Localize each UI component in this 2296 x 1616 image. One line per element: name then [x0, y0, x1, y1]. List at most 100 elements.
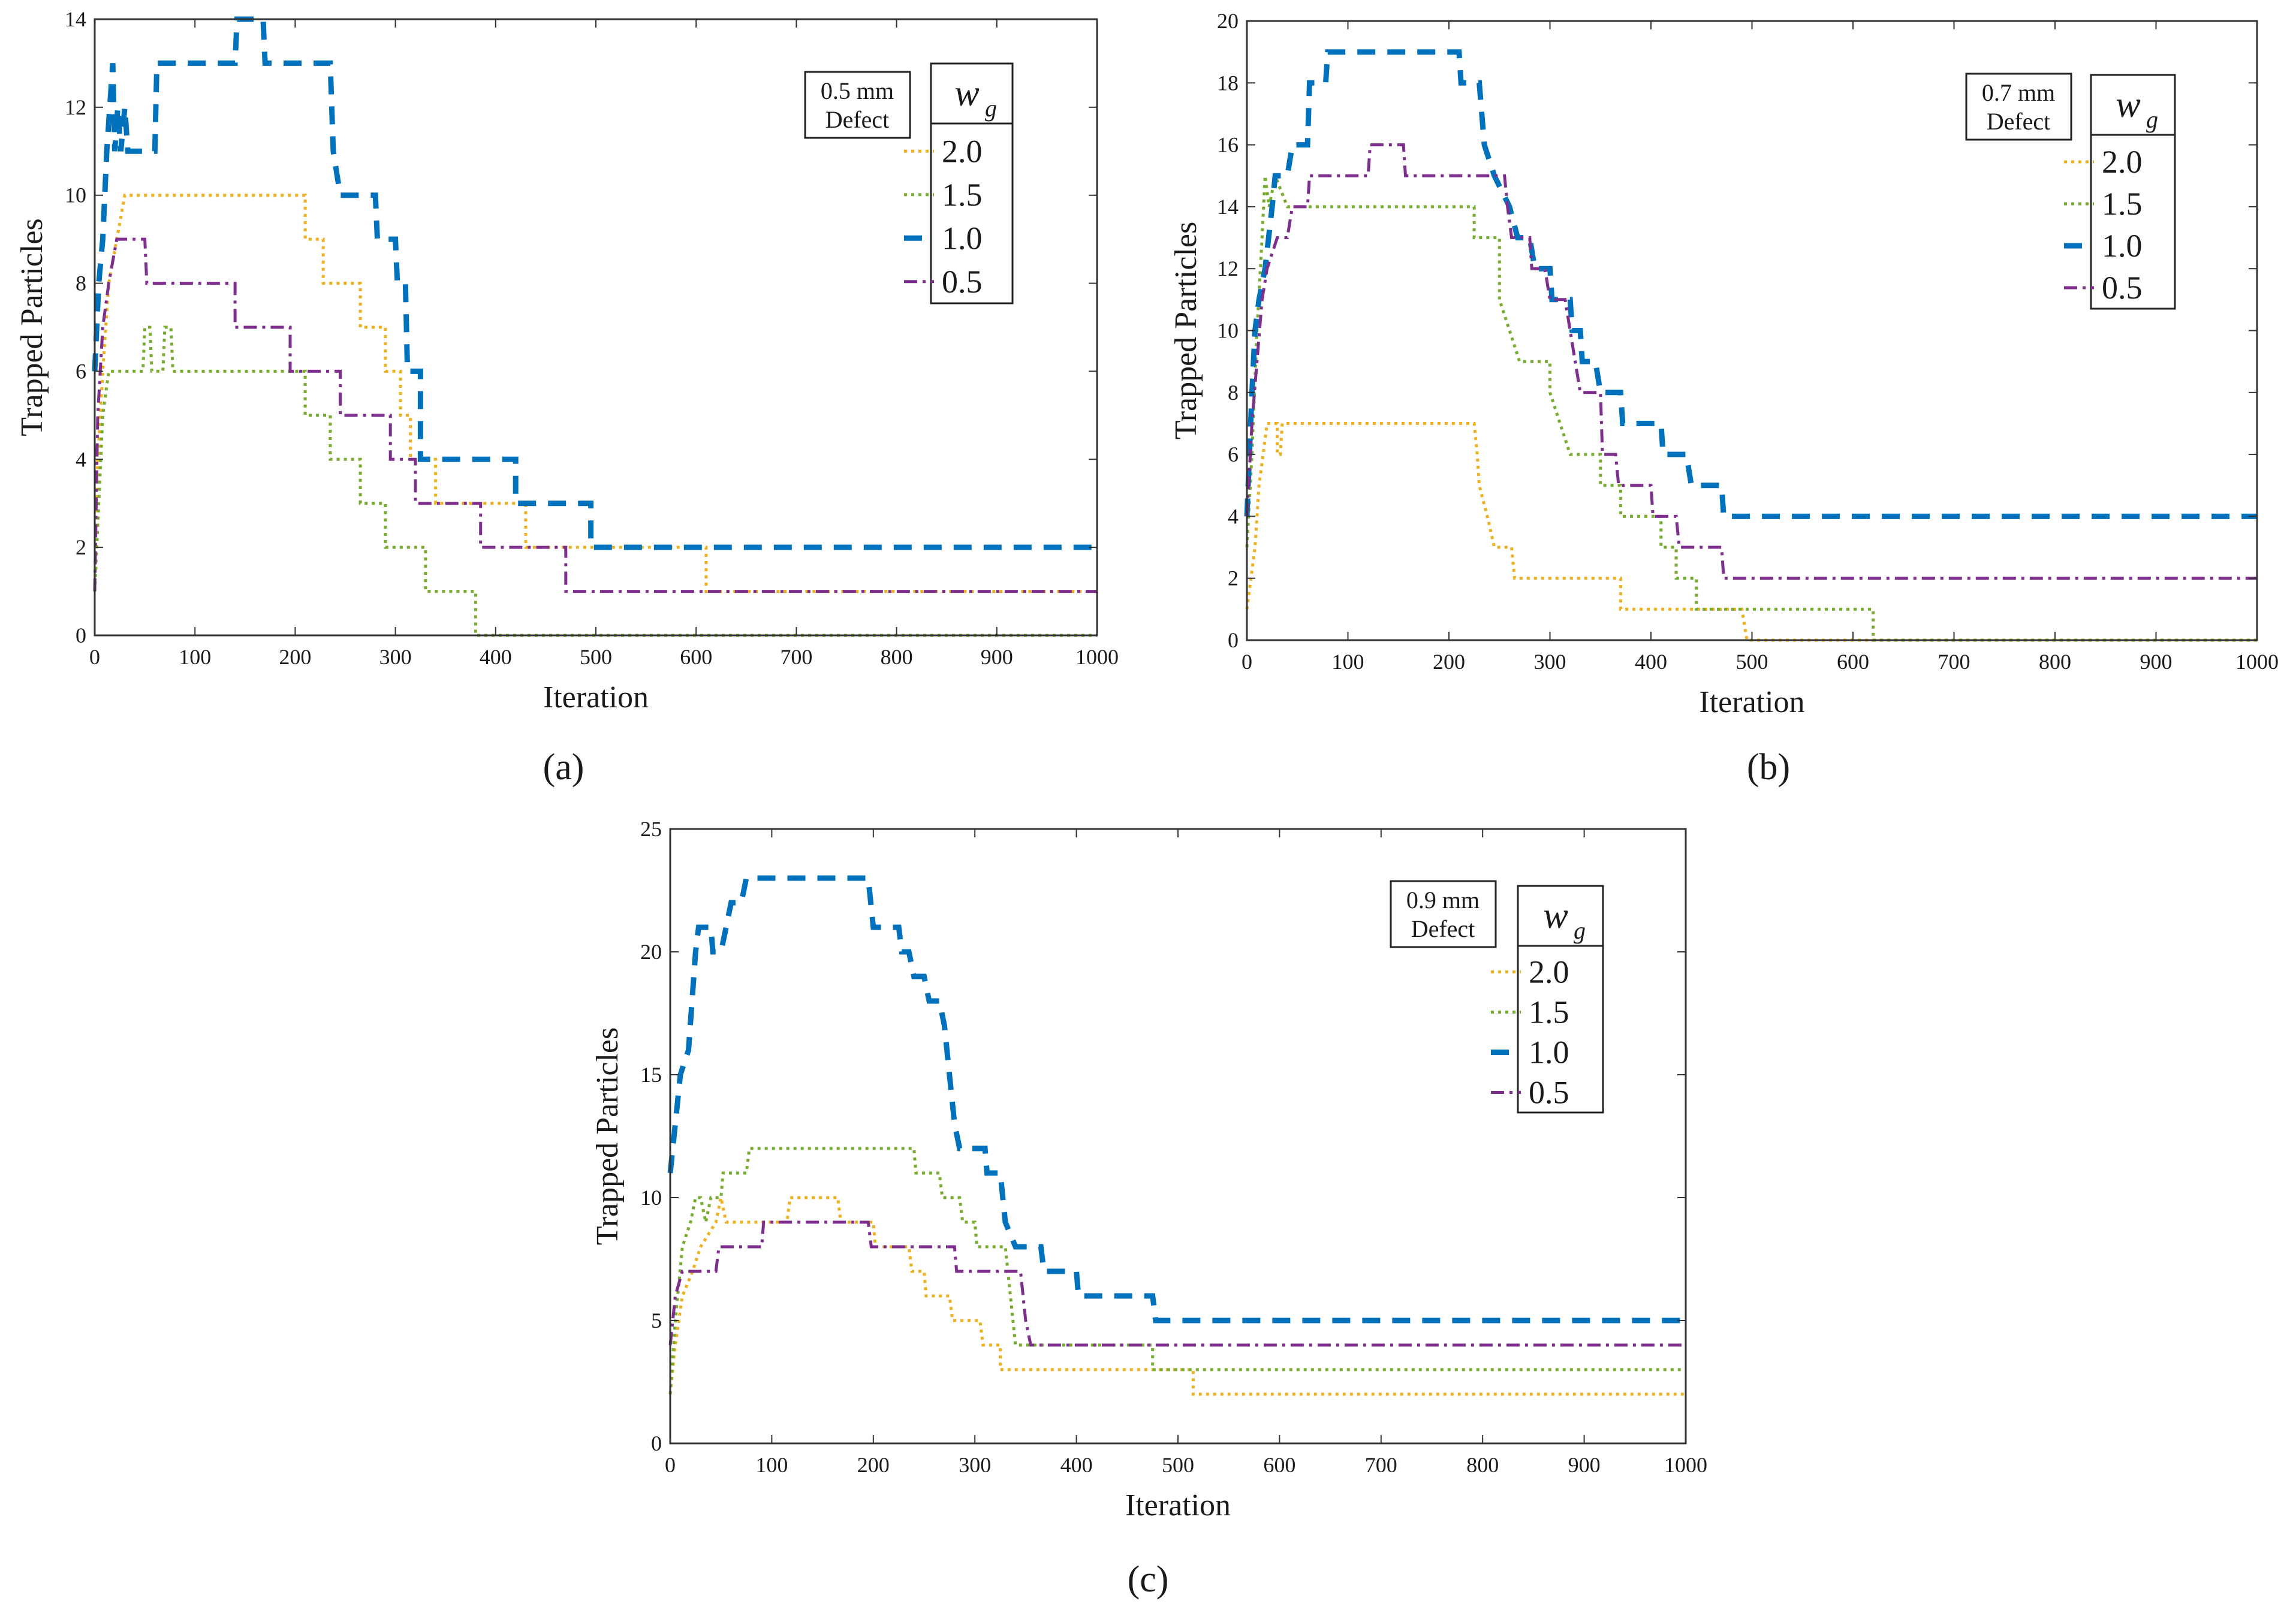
x-tick-label: 400: [1060, 1453, 1093, 1477]
legend-label-2.0: 2.0: [942, 133, 983, 169]
x-tick-label: 300: [379, 645, 412, 669]
legend-label-0.5: 0.5: [2102, 270, 2143, 306]
x-tick-label: 600: [680, 645, 712, 669]
series-line-2.0: [668, 1196, 1686, 1396]
y-tick-label: 12: [1217, 257, 1239, 281]
legend-box: [1517, 885, 1604, 1114]
legend-label-1.5: 1.5: [1529, 994, 1569, 1030]
y-tick-label: 4: [76, 447, 86, 471]
series-line-1.0: [1244, 49, 2257, 519]
series-line-1.5: [93, 325, 1097, 637]
series-line-1.5: [1245, 170, 2257, 642]
y-tick-label: 4: [1228, 504, 1239, 528]
legend-box: [930, 62, 1014, 304]
x-tick-label: 1000: [2235, 650, 2279, 674]
x-tick-label: 800: [1466, 1453, 1499, 1477]
y-tick-label: 14: [65, 7, 86, 31]
series-line-1.0: [92, 16, 1097, 550]
panel-c: 0 100 200 300 400 500 600 700 800 900 1000 0 5 10 15 20…: [590, 817, 1707, 1522]
x-tick-label: 0: [665, 1453, 676, 1477]
x-tick-label: 1000: [1664, 1453, 1707, 1477]
legend-title-subscript: g: [1574, 917, 1586, 944]
y-tick-label: 2: [76, 535, 86, 559]
y-tick-label: 15: [640, 1063, 662, 1087]
plot-area: [95, 19, 1097, 635]
plot-area: [1247, 21, 2257, 640]
legend-title: w: [954, 73, 979, 114]
x-tick-label: 500: [580, 645, 612, 669]
legend-label-1.5: 1.5: [942, 177, 983, 213]
x-axis-label: Iteration: [543, 680, 649, 714]
x-tick-label: 500: [1736, 650, 1768, 674]
y-tick-label: 10: [640, 1186, 662, 1210]
series-line-2.0: [93, 194, 1097, 593]
y-tick-label: 5: [651, 1309, 662, 1332]
y-tick-label: 10: [1217, 319, 1239, 343]
x-tick-label: 1000: [1075, 645, 1119, 669]
panel-a: 0 100 200 300 400 500 600 700 800 900 1000 0 2 4 6 8 10 1…: [15, 7, 1119, 714]
legend-label-1.0: 1.0: [2102, 228, 2143, 264]
x-tick-label: 900: [1568, 1453, 1601, 1477]
y-axis-label: Trapped Particles: [1169, 222, 1203, 439]
legend-title: w: [1543, 896, 1568, 936]
y-tick-label: 16: [1217, 133, 1239, 157]
x-tick-label: 100: [1332, 650, 1364, 674]
defect-size-label: 0.9 mm: [1406, 887, 1480, 913]
y-tick-label: 14: [1217, 195, 1239, 219]
legend-label-2.0: 2.0: [2102, 144, 2143, 180]
plot-area: [670, 829, 1686, 1443]
defect-word-label: Defect: [1987, 108, 2051, 135]
x-tick-label: 700: [780, 645, 812, 669]
x-tick-label: 800: [2039, 650, 2071, 674]
x-tick-label: 200: [1433, 650, 1465, 674]
y-tick-label: 2: [1228, 566, 1239, 590]
defect-word-label: Defect: [1411, 915, 1475, 942]
y-tick-label: 0: [1228, 628, 1239, 652]
x-tick-label: 700: [1365, 1453, 1397, 1477]
x-tick-label: 900: [2140, 650, 2173, 674]
legend-title-subscript: g: [2146, 106, 2158, 133]
x-tick-label: 400: [480, 645, 512, 669]
x-tick-label: 0: [1242, 650, 1252, 674]
legend-label-1.0: 1.0: [942, 220, 983, 256]
y-axis-label: Trapped Particles: [590, 1027, 625, 1245]
series-line-2.0: [1245, 422, 2257, 642]
defect-size-label: 0.7 mm: [1982, 79, 2055, 106]
y-tick-label: 25: [640, 817, 662, 841]
x-tick-label: 100: [179, 645, 211, 669]
x-tick-label: 500: [1162, 1453, 1194, 1477]
x-tick-label: 300: [959, 1453, 991, 1477]
x-tick-label: 400: [1635, 650, 1667, 674]
defect-word-label: Defect: [825, 106, 890, 133]
panel-label-a: (a): [543, 747, 584, 788]
legend-title-subscript: g: [985, 95, 997, 122]
legend-box: [2090, 74, 2176, 310]
y-tick-label: 18: [1217, 71, 1239, 95]
y-axis-label: Trapped Particles: [15, 218, 49, 436]
legend-label-1.0: 1.0: [1529, 1035, 1569, 1071]
series-line-1.0: [667, 875, 1686, 1323]
x-tick-label: 200: [279, 645, 311, 669]
y-tick-label: 8: [76, 272, 86, 296]
x-tick-label: 800: [881, 645, 913, 669]
x-axis-label: Iteration: [1125, 1488, 1231, 1522]
panel-label-c: (c): [1128, 1559, 1169, 1600]
defect-size-label: 0.5 mm: [821, 77, 894, 104]
x-tick-label: 700: [1938, 650, 1970, 674]
series-line-0.5: [93, 237, 1097, 593]
legend-label-2.0: 2.0: [1529, 954, 1569, 990]
x-tick-label: 0: [89, 645, 100, 669]
x-axis-label: Iteration: [1699, 685, 1804, 719]
legend-title: w: [2116, 85, 2140, 125]
y-tick-label: 10: [65, 183, 86, 207]
y-tick-label: 20: [640, 940, 662, 964]
x-tick-label: 100: [755, 1453, 788, 1477]
y-tick-label: 0: [76, 623, 86, 647]
x-tick-label: 900: [981, 645, 1013, 669]
series-line-0.5: [668, 1220, 1686, 1347]
series-line-0.5: [1245, 143, 2257, 580]
y-tick-label: 6: [76, 359, 86, 383]
panel-b: 0 100 200 300 400 500 600 700 800 900 1000 0 2 4 6 8 10 1…: [1169, 9, 2279, 719]
